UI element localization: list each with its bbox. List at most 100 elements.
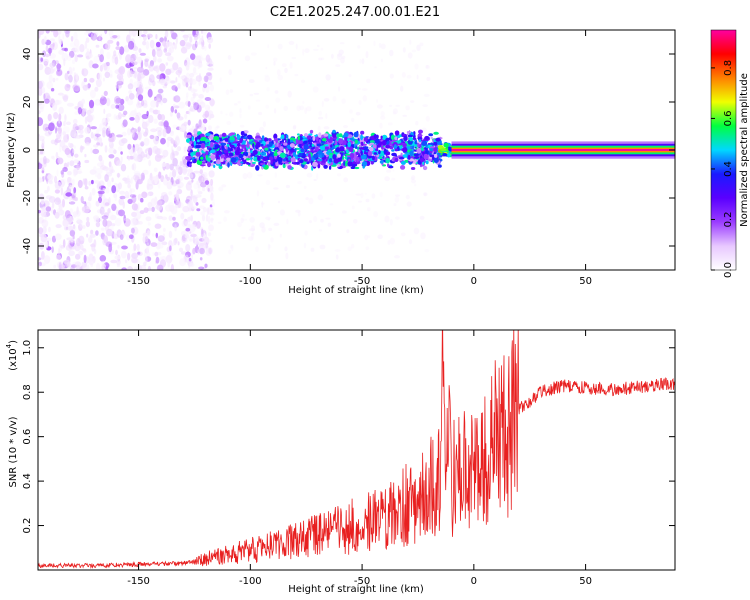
heat-blob [283, 142, 288, 146]
heat-blob [54, 189, 61, 194]
heat-blob [395, 104, 400, 107]
heat-blob [86, 216, 90, 222]
heat-blob [185, 82, 189, 88]
heat-blob [397, 134, 401, 138]
heat-blob [123, 214, 126, 224]
heat-blob [121, 245, 128, 250]
heat-blob [162, 233, 166, 241]
heat-blob [81, 261, 87, 268]
heat-blob [213, 136, 220, 141]
heat-blob [332, 129, 336, 134]
heat-blob [229, 144, 235, 148]
heat-blob [315, 136, 319, 142]
heat-blob [48, 67, 55, 74]
heat-blob [67, 177, 73, 186]
heat-blob [228, 133, 233, 137]
heat-blob [127, 266, 133, 270]
heat-blob [369, 140, 375, 143]
heat-blob [187, 76, 194, 84]
heat-blob [241, 140, 246, 146]
heat-blob [193, 132, 198, 138]
heat-blob [188, 108, 194, 111]
heat-blob [38, 217, 44, 224]
heat-blob [169, 111, 173, 117]
heat-blob [337, 153, 341, 158]
heat-blob [137, 86, 144, 95]
heat-blob [306, 161, 310, 165]
heat-blob [88, 236, 93, 244]
heat-blob [286, 218, 289, 225]
heat-blob [191, 206, 198, 210]
heat-blob [78, 124, 84, 131]
heat-blob [47, 174, 54, 180]
heat-blob [409, 150, 414, 156]
heat-blob [208, 239, 212, 243]
heat-blob [182, 205, 190, 213]
heat-blob [259, 126, 265, 133]
heat-blob [339, 42, 345, 45]
heat-blob [141, 99, 145, 107]
heat-blob [198, 266, 205, 270]
heat-blob [434, 153, 438, 158]
heat-blob [137, 251, 141, 255]
heat-blob [178, 247, 184, 252]
heat-blob [48, 47, 52, 57]
heat-blob [118, 209, 125, 217]
heat-blob [204, 97, 212, 101]
heat-blob [58, 262, 62, 270]
heat-blob [69, 42, 76, 48]
heat-blob [380, 111, 385, 117]
heat-blob [400, 232, 406, 237]
heat-blob [96, 262, 101, 270]
heat-blob [115, 46, 121, 50]
heat-blob [61, 47, 67, 51]
heat-blob [410, 167, 416, 170]
snr-ytick-label: 0.4 [22, 473, 33, 489]
heat-blob [350, 152, 355, 159]
heat-blob [153, 135, 160, 145]
heat-blob [257, 174, 263, 177]
heat-blob [129, 69, 133, 78]
heat-blob [93, 55, 100, 63]
heat-blob [392, 111, 397, 115]
heat-blob [113, 232, 116, 239]
heat-blob [352, 161, 357, 165]
heat-blob [110, 241, 117, 245]
heat-blob [279, 209, 285, 216]
heat-blob [64, 83, 71, 92]
heat-blob [157, 243, 164, 249]
heat-blob [373, 152, 378, 155]
heat-blob [119, 231, 126, 235]
heat-blob [332, 154, 337, 160]
heat-blob [49, 53, 57, 59]
heat-blob [411, 179, 416, 184]
heat-blob [277, 161, 283, 165]
colorbar: 0.0 0.2 0.4 0.6 0.8 Normalized spectral ampl… [710, 29, 750, 278]
heat-blob [54, 126, 58, 134]
heat-blob [246, 142, 250, 148]
heat-blob [174, 109, 178, 114]
heat-blob [358, 100, 362, 105]
heat-blob [61, 171, 65, 178]
heat-blob [273, 222, 280, 226]
heat-blob [186, 138, 191, 143]
heat-blob [180, 30, 185, 33]
heat-blob [325, 217, 331, 220]
heat-blob [387, 240, 391, 245]
heat-blob [154, 251, 159, 257]
heat-blob [58, 244, 63, 252]
heat-blob [205, 160, 208, 164]
heat-blob [400, 160, 406, 165]
heat-blob [199, 169, 203, 175]
heat-blob [131, 147, 137, 154]
heat-blob [128, 234, 134, 239]
heat-blob [199, 57, 206, 61]
heat-blob [131, 30, 137, 37]
heat-blob [115, 97, 122, 104]
heat-blob [121, 138, 128, 144]
heat-blob [320, 57, 325, 61]
heat-blob [180, 212, 185, 220]
heat-blob [402, 47, 406, 53]
heat-blob [192, 92, 196, 99]
heat-blob [447, 152, 451, 158]
